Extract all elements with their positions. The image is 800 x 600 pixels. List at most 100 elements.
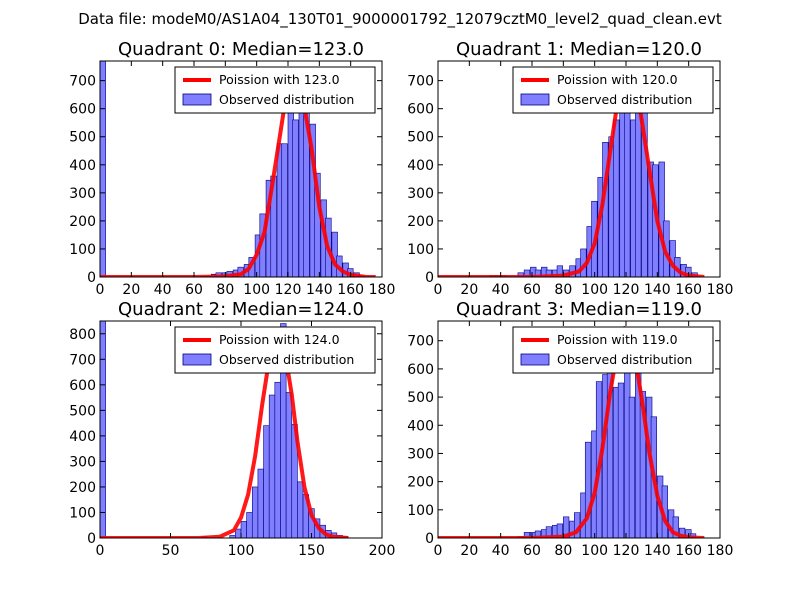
histogram-bar (263, 425, 270, 538)
axes-frame (437, 320, 721, 539)
x-tick-label: 60 (185, 282, 203, 298)
x-tick-label: 180 (369, 282, 396, 298)
y-tick-label: 0 (425, 531, 434, 547)
histogram-bar (285, 392, 293, 538)
x-tick-label: 20 (460, 282, 478, 298)
x-tick-label: 80 (554, 543, 572, 559)
histogram-bar (274, 381, 281, 538)
axes-frame (437, 60, 721, 278)
subplot-quadrant-2: 0 50 100 150 200 0 100 200 300 400 500 600 700 800 Qua… (69, 299, 395, 559)
y-tick-label: 600 (407, 102, 434, 118)
histogram-bar (240, 521, 247, 538)
histogram-bar (268, 394, 276, 538)
histogram-bar (235, 528, 242, 538)
legend-bar-label: Observed distribution (557, 352, 692, 367)
x-tick-label: 200 (369, 543, 396, 559)
subplot-grid: 0 20 40 60 80 100 120 140 160 1800100200300400500… (69, 39, 733, 559)
y-tick-label: 500 (69, 403, 96, 419)
legend-bar-swatch (520, 93, 550, 106)
legend-bar-swatch (182, 93, 212, 106)
x-tick-label: 80 (554, 282, 572, 298)
x-tick-label: 20 (122, 282, 140, 298)
x-tick-label: 120 (613, 543, 640, 559)
y-tick-label: 0 (87, 270, 96, 286)
x-tick-label: 180 (707, 543, 734, 559)
subplot-title: Quadrant 3: Median=119.0 (456, 299, 702, 320)
y-tick-label: 400 (69, 158, 96, 174)
subplot-quadrant-1: 0 20 40 60 80 100 120 140 160 180 0 100 200 300 400 500… (407, 39, 733, 298)
legend-bar-swatch (182, 353, 212, 366)
y-tick-label: 800 (69, 327, 96, 343)
legend: Poission with 120.0 Observed distribution (512, 66, 714, 114)
legend: Poission with 119.0 Observed distribution (512, 326, 714, 374)
y-tick-label: 300 (407, 446, 434, 462)
histogram-bar (672, 516, 679, 538)
x-tick-label: 150 (298, 543, 325, 559)
x-tick-label: 60 (523, 543, 541, 559)
x-tick-label: 0 (434, 282, 443, 298)
histogram-bar (628, 396, 636, 538)
x-tick-label: 160 (675, 282, 702, 298)
legend-curve-label: Poission with 120.0 (557, 72, 678, 87)
x-tick-label: 100 (581, 282, 608, 298)
y-tick-label: 700 (407, 74, 434, 90)
y-tick-label: 0 (87, 531, 96, 547)
histogram-bar (100, 321, 106, 538)
histogram-bar (257, 468, 264, 538)
histogram-bar (251, 486, 259, 538)
x-tick-label: 160 (337, 282, 364, 298)
histogram-bar (624, 102, 631, 277)
y-tick-label: 400 (407, 418, 434, 434)
subplot-quadrant-0: 0 20 40 60 80 100 120 140 160 180 0 100 200 300 400 500… (69, 39, 395, 298)
y-tick-label: 300 (69, 186, 96, 202)
histogram-bar (563, 516, 570, 538)
y-tick-label: 300 (407, 186, 434, 202)
legend-curve-label: Poission with 119.0 (557, 332, 678, 347)
histogram-bar (297, 481, 304, 538)
subplot-title: Quadrant 0: Median=123.0 (118, 39, 364, 60)
plot-area (438, 326, 705, 538)
histogram-bar (523, 532, 531, 538)
legend-bar-label: Observed distribution (219, 92, 354, 107)
x-tick-label: 180 (707, 282, 734, 298)
x-tick-label: 120 (275, 282, 302, 298)
y-tick-label: 600 (407, 362, 434, 378)
histogram-bar (246, 512, 253, 538)
subplot-title: Quadrant 2: Median=124.0 (118, 299, 364, 320)
histogram-bar (545, 526, 553, 538)
y-tick-label: 200 (407, 475, 434, 491)
x-tick-label: 100 (581, 543, 608, 559)
x-tick-label: 40 (492, 282, 510, 298)
x-tick-label: 140 (306, 282, 333, 298)
x-tick-label: 140 (644, 282, 671, 298)
y-tick-label: 400 (407, 158, 434, 174)
histogram-bar (314, 172, 321, 277)
x-tick-label: 50 (162, 543, 180, 559)
y-tick-label: 100 (407, 242, 434, 258)
y-tick-label: 700 (69, 352, 96, 368)
axes-frame (99, 60, 383, 278)
legend-bar-label: Observed distribution (557, 92, 692, 107)
histogram-bar (639, 391, 647, 538)
x-tick-label: 0 (434, 543, 443, 559)
x-tick-label: 160 (675, 543, 702, 559)
histogram-bar (100, 61, 106, 277)
subplot-quadrant-3: 0 20 40 60 80 100 120 140 160 180 0 100 200 300 400 500… (407, 299, 733, 559)
y-tick-label: 600 (69, 378, 96, 394)
x-tick-label: 60 (523, 282, 541, 298)
y-tick-label: 500 (407, 390, 434, 406)
legend-bar-label: Observed distribution (219, 352, 354, 367)
x-tick-label: 100 (228, 543, 255, 559)
x-tick-label: 120 (613, 282, 640, 298)
histogram-bar (281, 143, 288, 277)
subplot-title: Quadrant 1: Median=120.0 (456, 39, 702, 60)
legend-curve-label: Poission with 123.0 (219, 72, 340, 87)
y-tick-label: 400 (69, 429, 96, 445)
y-tick-label: 100 (69, 242, 96, 258)
y-tick-label: 300 (69, 454, 96, 470)
y-tick-label: 100 (407, 503, 434, 519)
x-tick-label: 40 (492, 543, 510, 559)
histogram-bar (556, 265, 564, 277)
x-tick-label: 100 (243, 282, 270, 298)
